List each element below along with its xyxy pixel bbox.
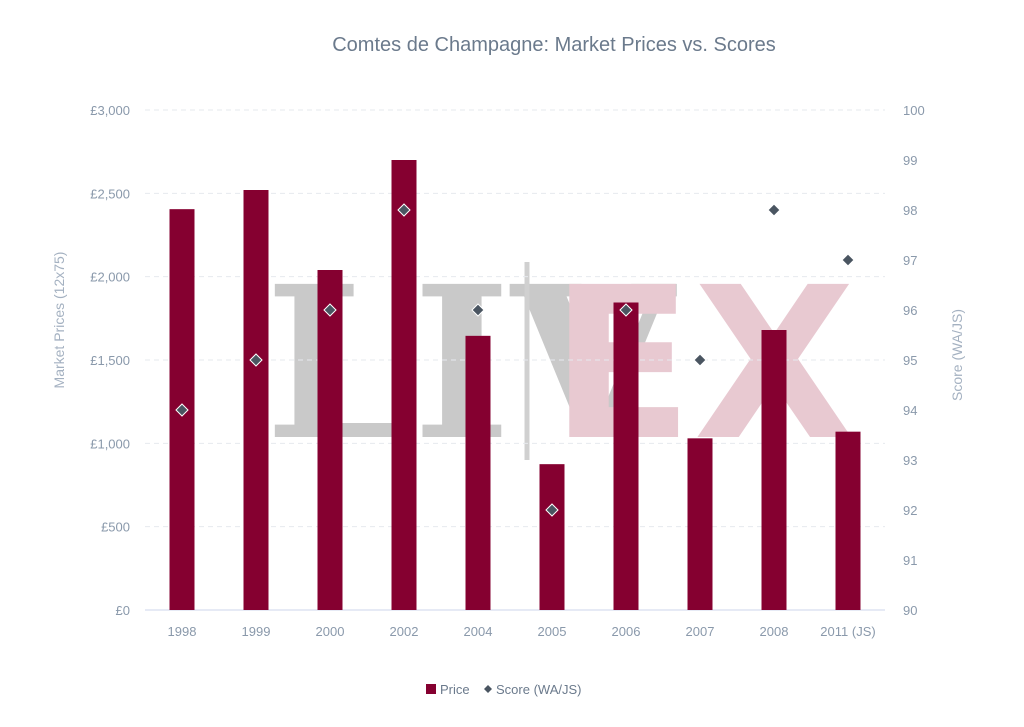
price-bar[interactable] xyxy=(613,302,639,611)
left-axis-label: Market Prices (12x75) xyxy=(51,252,67,389)
right-tick-label: 98 xyxy=(903,203,917,218)
left-tick-label: £1,500 xyxy=(90,353,130,368)
right-axis-ticks: 90 91 92 93 94 95 96 97 98 99 100 xyxy=(903,103,925,618)
right-tick-label: 92 xyxy=(903,503,917,518)
x-tick-label: 2011 (JS) xyxy=(820,624,875,639)
legend-score-label: Score (WA/JS) xyxy=(496,682,581,697)
legend-price-swatch xyxy=(426,684,436,694)
score-point[interactable] xyxy=(619,303,633,317)
price-bar[interactable] xyxy=(761,330,787,610)
legend: Price Score (WA/JS) xyxy=(426,682,581,697)
x-tick-label: 1998 xyxy=(168,624,197,639)
price-bar[interactable] xyxy=(465,335,491,610)
legend-item-price[interactable]: Price xyxy=(426,682,470,697)
right-tick-label: 96 xyxy=(903,303,917,318)
x-tick-label: 2006 xyxy=(612,624,641,639)
left-tick-label: £1,000 xyxy=(90,436,130,451)
score-points xyxy=(175,203,855,517)
x-tick-label: 2002 xyxy=(390,624,419,639)
x-tick-label: 1999 xyxy=(242,624,271,639)
x-tick-label: 2005 xyxy=(538,624,567,639)
price-bar[interactable] xyxy=(835,431,861,610)
score-point[interactable] xyxy=(767,203,781,217)
right-tick-label: 97 xyxy=(903,253,917,268)
score-point[interactable] xyxy=(693,353,707,367)
left-tick-label: £3,000 xyxy=(90,103,130,118)
price-bar[interactable] xyxy=(317,270,343,610)
score-point[interactable] xyxy=(397,203,411,217)
legend-score-marker xyxy=(484,685,492,693)
x-tick-label: 2000 xyxy=(316,624,345,639)
x-tick-label: 2007 xyxy=(686,624,715,639)
x-axis-ticks: 1998 1999 2000 2002 2004 2005 2006 2007 2008 2011… xyxy=(168,624,876,639)
right-axis-label: Score (WA/JS) xyxy=(949,309,965,401)
price-bar[interactable] xyxy=(243,190,269,610)
x-tick-label: 2004 xyxy=(464,624,493,639)
left-tick-label: £0 xyxy=(116,603,130,618)
score-point[interactable] xyxy=(471,303,485,317)
right-tick-label: 90 xyxy=(903,603,917,618)
price-bar[interactable] xyxy=(539,464,565,610)
right-tick-label: 94 xyxy=(903,403,917,418)
legend-price-label: Price xyxy=(440,682,470,697)
right-tick-label: 99 xyxy=(903,153,917,168)
score-point[interactable] xyxy=(175,403,189,417)
left-tick-label: £500 xyxy=(101,520,130,535)
right-tick-label: 100 xyxy=(903,103,925,118)
score-point[interactable] xyxy=(841,253,855,267)
score-point[interactable] xyxy=(323,303,337,317)
right-tick-label: 91 xyxy=(903,553,917,568)
score-point[interactable] xyxy=(545,503,559,517)
left-tick-label: £2,500 xyxy=(90,186,130,201)
x-tick-label: 2008 xyxy=(760,624,789,639)
right-tick-label: 95 xyxy=(903,353,917,368)
right-tick-label: 93 xyxy=(903,453,917,468)
legend-item-score[interactable]: Score (WA/JS) xyxy=(484,682,581,697)
left-tick-label: £2,000 xyxy=(90,270,130,285)
left-axis-ticks: £0 £500 £1,000 £1,500 £2,000 £2,500 £3,000 xyxy=(90,103,130,618)
chart-title: Comtes de Champagne: Market Prices vs. S… xyxy=(332,34,776,56)
price-bar[interactable] xyxy=(687,438,713,610)
price-bar[interactable] xyxy=(391,160,417,610)
score-point[interactable] xyxy=(249,353,263,367)
